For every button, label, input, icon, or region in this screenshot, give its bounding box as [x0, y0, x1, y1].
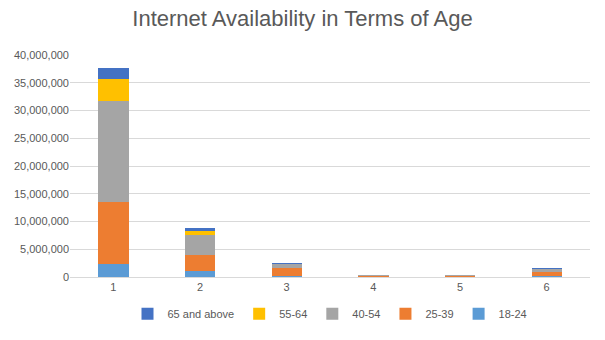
svg-text:1: 1 — [110, 281, 116, 293]
svg-text:0: 0 — [63, 271, 69, 283]
svg-text:3: 3 — [284, 281, 290, 293]
svg-text:2: 2 — [197, 281, 203, 293]
svg-text:18-24: 18-24 — [499, 308, 527, 320]
svg-text:35,000,000: 35,000,000 — [14, 77, 69, 89]
svg-text:40-54: 40-54 — [352, 308, 380, 320]
svg-text:65 and above: 65 and above — [168, 308, 235, 320]
svg-text:5,000,000: 5,000,000 — [20, 243, 69, 255]
svg-text:15,000,000: 15,000,000 — [14, 188, 69, 200]
svg-text:25,000,000: 25,000,000 — [14, 132, 69, 144]
svg-text:10,000,000: 10,000,000 — [14, 215, 69, 227]
svg-text:25-39: 25-39 — [425, 308, 453, 320]
svg-text:30,000,000: 30,000,000 — [14, 104, 69, 116]
svg-text:Internet Availability in Terms: Internet Availability in Terms of Age — [132, 6, 472, 31]
svg-text:5: 5 — [457, 281, 463, 293]
svg-text:20,000,000: 20,000,000 — [14, 160, 69, 172]
svg-text:4: 4 — [370, 281, 376, 293]
svg-text:40,000,000: 40,000,000 — [14, 49, 69, 61]
svg-text:55-64: 55-64 — [279, 308, 307, 320]
svg-text:6: 6 — [544, 281, 550, 293]
